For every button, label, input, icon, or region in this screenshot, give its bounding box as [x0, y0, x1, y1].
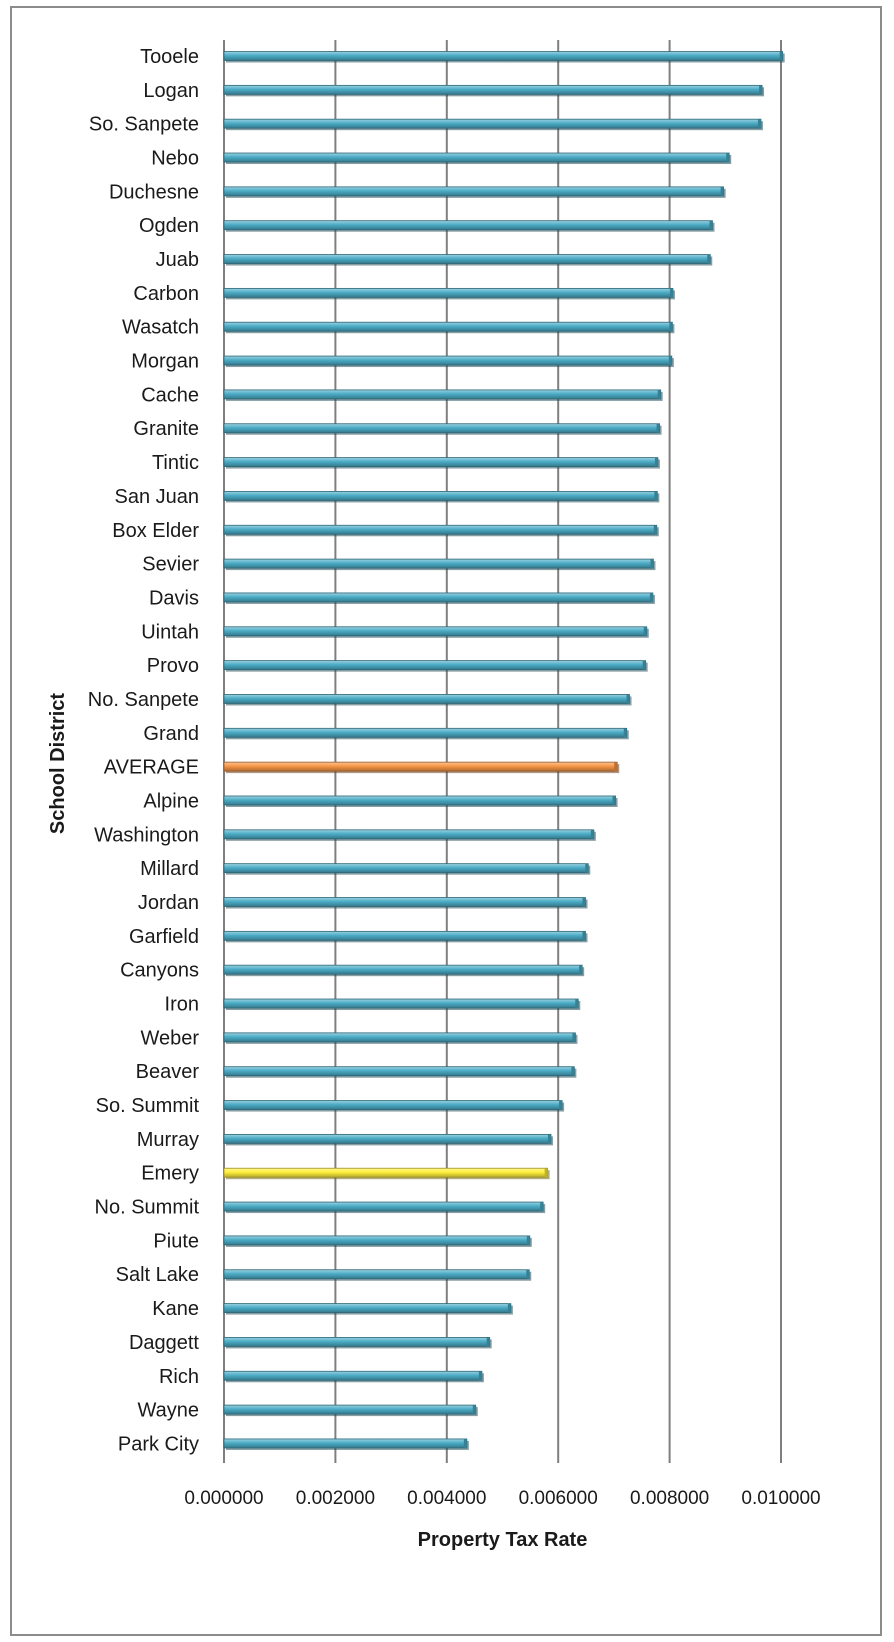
category-label: Wayne	[137, 1400, 199, 1422]
bar-salt-lake	[223, 1269, 532, 1281]
category-label: Sevier	[142, 554, 199, 576]
bar-logan	[223, 84, 765, 97]
category-label: AVERAGE	[104, 757, 199, 779]
category-labels: Tooele Logan So. Sanpete Nebo Duchesne Ogden J…	[88, 46, 200, 1455]
category-label: Weber	[140, 1027, 199, 1049]
bar-wayne	[223, 1404, 478, 1417]
x-tick-labels: 0.000000 0.002000 0.004000 0.006000 0.008000…	[184, 1488, 820, 1509]
x-tick-label: 0.000000	[184, 1488, 263, 1509]
bar-kane	[223, 1303, 513, 1315]
bar-so-sanpete	[223, 118, 763, 131]
category-label: Wasatch	[122, 317, 199, 339]
bar-emery	[223, 1167, 550, 1180]
bar-san-juan	[223, 491, 660, 503]
bar-davis	[223, 592, 655, 604]
bar-alpine	[223, 795, 618, 807]
category-label: Tooele	[140, 46, 199, 68]
category-label: Beaver	[136, 1061, 200, 1083]
category-label: Canyons	[120, 960, 199, 982]
category-label: Salt Lake	[116, 1264, 199, 1286]
category-label: Rich	[159, 1366, 199, 1388]
category-label: Morgan	[131, 351, 199, 373]
bar-ogden	[223, 220, 715, 232]
bar-series	[223, 51, 785, 1450]
bar-nebo	[223, 152, 732, 165]
bar-chart: Tooele Logan So. Sanpete Nebo Duchesne Ogden J…	[47, 40, 821, 1551]
bar-beaver	[223, 1066, 577, 1078]
category-label: Grand	[143, 723, 199, 745]
category-label: Davis	[149, 587, 199, 609]
category-label: San Juan	[114, 486, 199, 508]
bar-rich	[223, 1370, 484, 1383]
category-label: Murray	[137, 1129, 199, 1151]
bar-juab	[223, 254, 713, 266]
category-label: Park City	[118, 1433, 199, 1455]
chart-frame: Tooele Logan So. Sanpete Nebo Duchesne Ogden J…	[10, 6, 882, 1636]
bar-cache	[223, 389, 663, 401]
bar-daggett	[223, 1337, 492, 1349]
category-label: Emery	[141, 1163, 199, 1185]
bar-tooele	[223, 51, 785, 63]
category-label: Washington	[94, 824, 199, 846]
x-tick-label: 0.004000	[407, 1488, 486, 1509]
bar-box-elder	[223, 524, 659, 537]
bar-iron	[223, 998, 581, 1011]
category-label: Box Elder	[112, 520, 199, 542]
bar-so-summit	[223, 1100, 565, 1112]
category-label: So. Sanpete	[89, 114, 199, 136]
category-label: Nebo	[151, 148, 199, 170]
bar-jordan	[223, 897, 588, 909]
bar-granite	[223, 423, 662, 435]
x-tick-label: 0.010000	[741, 1488, 820, 1509]
category-label: Logan	[143, 80, 199, 102]
bar-garfield	[223, 930, 588, 943]
category-label: Cache	[141, 384, 199, 406]
x-axis-title: Property Tax Rate	[418, 1529, 588, 1551]
category-label: Ogden	[139, 215, 199, 237]
bar-uintah	[223, 626, 649, 638]
category-label: Duchesne	[109, 181, 199, 203]
category-label: Carbon	[133, 283, 199, 305]
bar-no-summit	[223, 1201, 546, 1214]
category-label: No. Summit	[95, 1197, 200, 1219]
bar-morgan	[223, 355, 674, 368]
category-label: No. Sanpete	[88, 689, 199, 711]
category-label: Jordan	[138, 892, 199, 914]
y-axis-title: School District	[47, 693, 69, 834]
bar-duchesne	[223, 186, 726, 198]
category-label: Provo	[147, 655, 199, 677]
bar-provo	[223, 660, 648, 672]
category-label: So. Summit	[96, 1095, 200, 1117]
category-label: Tintic	[152, 452, 199, 474]
bar-grand	[223, 727, 629, 740]
category-label: Garfield	[129, 926, 199, 948]
bar-canyons	[223, 964, 585, 977]
bar-wasatch	[223, 321, 675, 334]
bar-weber	[223, 1032, 578, 1044]
category-label: Daggett	[129, 1332, 199, 1354]
bar-murray	[223, 1133, 553, 1146]
bar-washington	[223, 829, 596, 841]
bar-tintic	[223, 457, 660, 469]
x-tick-label: 0.008000	[630, 1488, 709, 1509]
bar-carbon	[223, 287, 675, 300]
bar-average	[223, 761, 620, 774]
category-label: Kane	[152, 1298, 199, 1320]
x-tick-label: 0.006000	[519, 1488, 598, 1509]
bar-sevier	[223, 558, 656, 571]
category-label: Granite	[133, 418, 199, 440]
category-label: Iron	[165, 994, 199, 1016]
category-label: Uintah	[141, 621, 199, 643]
category-label: Millard	[140, 858, 199, 880]
x-tick-label: 0.002000	[296, 1488, 375, 1509]
category-label: Alpine	[143, 790, 199, 812]
bar-millard	[223, 863, 591, 875]
category-label: Juab	[156, 249, 199, 271]
bar-piute	[223, 1235, 532, 1247]
gridlines	[223, 40, 782, 1463]
bar-no-sanpete	[223, 694, 632, 706]
bar-park-city	[223, 1438, 469, 1450]
category-label: Piute	[153, 1230, 199, 1252]
